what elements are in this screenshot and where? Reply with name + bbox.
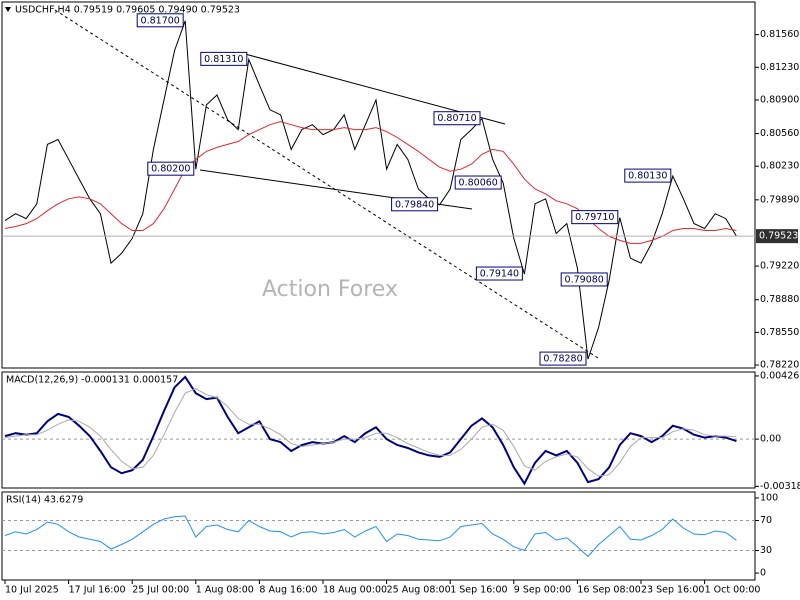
annotation-label: 0.80200 <box>151 164 190 175</box>
x-tick-label: 25 Aug 08:00 <box>387 585 451 596</box>
series-line <box>4 121 737 244</box>
annotation-box <box>200 51 248 66</box>
y-tick-label: 0.80900 <box>760 94 799 105</box>
y-tick-label: 0.79890 <box>760 194 799 205</box>
x-tick-label: 1 Sep 16:00 <box>450 585 507 596</box>
annotation-box <box>136 13 184 28</box>
x-tick-label: 9 Sep 00:00 <box>514 585 571 596</box>
y-tick-label: 0 <box>760 568 766 579</box>
annotation-box <box>560 272 608 287</box>
annotation-box <box>624 168 672 183</box>
price-title: USDCHF,H4 0.79519 0.79605 0.79490 0.7952… <box>15 5 240 16</box>
x-tick-label: 23 Sep 16:00 <box>641 585 704 596</box>
current-price-label: 0.79523 <box>759 231 798 242</box>
y-tick-label: 0.78550 <box>760 327 799 338</box>
menu-triangle <box>5 7 11 12</box>
y-tick-label: 0.004262 <box>760 370 800 381</box>
annotation-label: 0.78280 <box>543 354 582 365</box>
annotation-box <box>147 161 195 176</box>
x-tick-label: 10 Jul 2025 <box>5 585 59 596</box>
rsi-title: RSI(14) 43.6279 <box>6 495 83 506</box>
annotation-label: 0.80130 <box>628 171 667 182</box>
series-line <box>4 20 737 360</box>
x-tick-label: 8 Aug 16:00 <box>259 585 317 596</box>
x-tick-label: 25 Jul 00:00 <box>132 585 189 596</box>
y-tick-label: 70 <box>760 515 772 526</box>
price-panel <box>1 1 756 369</box>
y-tick-label: 0.79220 <box>760 261 799 272</box>
y-tick-label: 30 <box>760 545 772 556</box>
series-line <box>4 388 737 477</box>
y-tick-label: 0.81560 <box>760 29 799 40</box>
annotation-label: 0.80060 <box>459 178 498 189</box>
annotation-box <box>571 210 619 225</box>
x-tick-label: 17 Jul 16:00 <box>69 585 126 596</box>
macd-title: MACD(12,26,9) -0.000131 0.000157 <box>6 375 178 386</box>
y-tick-label: 0.80230 <box>760 161 799 172</box>
y-tick-label: 0.81230 <box>760 62 799 73</box>
annotation-label: 0.81700 <box>141 15 180 26</box>
x-tick-label: 1 Aug 08:00 <box>196 585 254 596</box>
y-tick-label: 0.78880 <box>760 294 799 305</box>
annotation-box <box>454 175 502 190</box>
x-tick-label: 1 Oct 00:00 <box>705 585 761 596</box>
y-tick-label: 100 <box>760 493 778 504</box>
y-tick-label: 0.00 <box>760 434 781 445</box>
y-tick-label: -0.003188 <box>760 481 800 492</box>
watermark: Action Forex <box>262 277 398 302</box>
y-tick-label: 0.80560 <box>760 128 799 139</box>
annotation-label: 0.79140 <box>480 269 519 280</box>
x-tick-label: 16 Sep 08:00 <box>577 585 640 596</box>
y-tick-label: 0.78220 <box>760 360 799 371</box>
macd-panel <box>1 371 756 489</box>
annotation-label: 0.79080 <box>565 274 604 285</box>
series-line <box>4 515 737 558</box>
annotation-box <box>433 111 481 126</box>
annotation-label: 0.79840 <box>395 199 434 210</box>
annotation-box <box>475 266 523 281</box>
series-line <box>4 375 737 486</box>
annotation-box <box>539 351 587 366</box>
annotation-label: 0.79710 <box>575 212 614 223</box>
annotation-label: 0.80710 <box>437 113 476 124</box>
annotation-label: 0.81310 <box>204 54 243 65</box>
annotation-box <box>391 197 439 212</box>
x-tick-label: 18 Aug 00:00 <box>323 585 387 596</box>
current-price-box <box>756 229 798 244</box>
